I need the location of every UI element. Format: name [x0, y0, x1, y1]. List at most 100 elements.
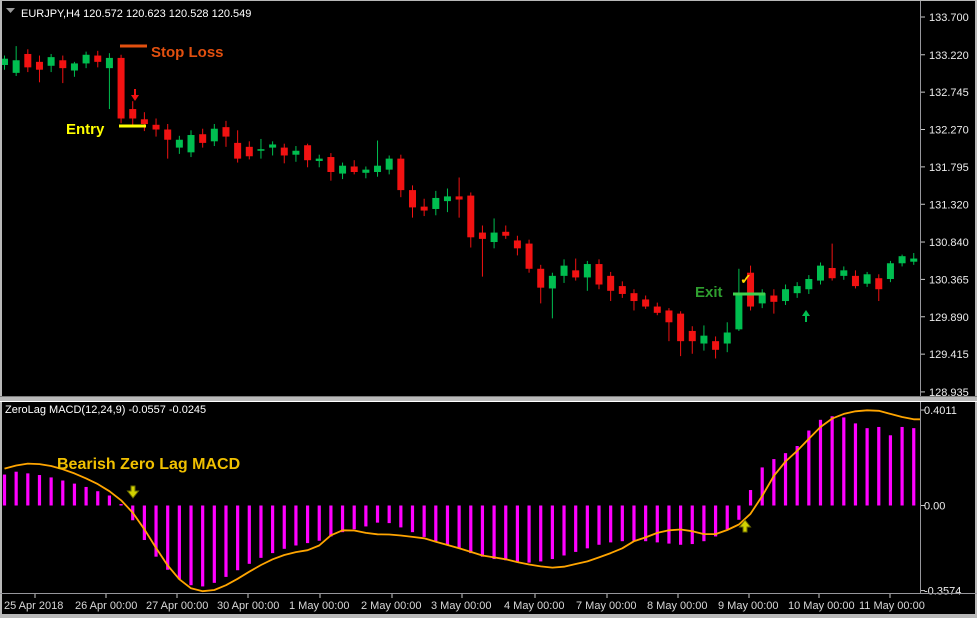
macd-histogram-bar: [760, 467, 764, 506]
candle-body: [315, 158, 323, 161]
macd-histogram-bar: [713, 505, 718, 537]
macd-histogram-bar: [422, 505, 426, 537]
candle-body: [210, 128, 218, 142]
macd-histogram-bar: [865, 428, 869, 506]
candle-body: [595, 264, 603, 285]
time-tick-label: 7 May 00:00: [576, 600, 637, 612]
candle-body: [105, 57, 113, 69]
price-tick-label: 133.700: [929, 12, 969, 24]
macd-histogram-bar: [690, 505, 694, 545]
candle-body: [59, 60, 67, 69]
price-tick-label: 130.840: [929, 237, 969, 249]
macd-histogram-bar: [142, 505, 146, 541]
macd-histogram-bar: [410, 505, 415, 533]
macd-histogram-bar: [212, 505, 216, 583]
indicator-tick-label: 0.00: [924, 501, 945, 513]
candle-body: [490, 232, 498, 243]
macd-histogram-bar: [900, 426, 904, 506]
candle-body: [793, 286, 801, 294]
candle-body: [700, 335, 708, 344]
symbol-dropdown-icon[interactable]: [6, 8, 15, 13]
candle-body: [374, 165, 382, 172]
candle-body: [840, 270, 848, 276]
indicator-chart-area[interactable]: [2, 402, 919, 592]
candle-body: [443, 196, 451, 202]
candle-body: [234, 142, 242, 159]
macd-histogram-bar: [2, 474, 7, 506]
candle-body: [886, 263, 894, 280]
macd-histogram-bar: [154, 505, 158, 557]
macd-histogram-bar: [877, 426, 881, 506]
price-tick-label: 132.270: [929, 125, 969, 137]
indicator-tick-label: 0.4011: [924, 405, 957, 417]
macd-bearish-arrow-icon: [126, 485, 140, 499]
candle-body: [467, 195, 475, 238]
time-tick-label: 10 May 00:00: [788, 600, 855, 612]
time-tick-label: 30 Apr 00:00: [217, 600, 279, 612]
candle-body: [910, 258, 918, 262]
indicator-axis-labels: 0.4011 0.00 -0.3574: [920, 405, 961, 598]
candle-body: [82, 54, 90, 64]
panel-separator[interactable]: [0, 396, 977, 402]
candle-body: [1, 58, 8, 65]
bearish-macd-label[interactable]: Bearish Zero Lag MACD: [57, 456, 240, 473]
stop-loss-label[interactable]: Stop Loss: [151, 44, 224, 61]
macd-histogram-bar: [329, 505, 333, 537]
window-border-left: [0, 0, 2, 618]
candle-body: [24, 53, 32, 68]
exit-label[interactable]: Exit: [695, 284, 723, 301]
candles-layer: [1, 46, 918, 359]
time-tick-label: 9 May 00:00: [718, 600, 779, 612]
candle-body: [735, 295, 743, 330]
time-tick-label: 3 May 00:00: [431, 600, 492, 612]
indicator-tick-label: -0.3574: [924, 586, 961, 598]
candle-body: [397, 158, 405, 191]
candle-body: [642, 299, 650, 307]
candle-body: [339, 165, 347, 174]
macd-histogram-bar: [679, 505, 683, 545]
macd-bullish-arrow-icon: [738, 519, 752, 533]
candle-body: [408, 190, 416, 208]
candle-body: [94, 55, 102, 62]
macd-histogram-bar: [480, 505, 485, 557]
candle-body: [898, 256, 906, 264]
candle-body: [478, 232, 486, 239]
macd-histogram-bar: [539, 505, 543, 562]
macd-histogram-bar: [72, 483, 77, 506]
macd-histogram-bar: [725, 505, 729, 530]
macd-histogram-bar: [340, 505, 345, 533]
macd-histogram-bar: [282, 505, 286, 549]
macd-histogram-bar: [177, 505, 181, 580]
macd-histogram-layer: [2, 416, 916, 587]
macd-histogram-bar: [107, 495, 112, 506]
candle-body: [770, 295, 778, 302]
candle-body: [758, 293, 766, 304]
window-border-top: [0, 0, 977, 1]
candle-body: [816, 265, 824, 281]
candle-body: [12, 60, 20, 73]
macd-histogram-bar: [574, 505, 578, 552]
candle-body: [152, 124, 160, 130]
macd-histogram-bar: [247, 505, 251, 564]
candle-body: [350, 166, 358, 172]
macd-histogram-bar: [795, 446, 799, 506]
macd-histogram-bar: [119, 504, 123, 506]
macd-histogram-bar: [772, 459, 776, 506]
macd-histogram-bar: [783, 453, 788, 506]
time-tick-label: 26 Apr 00:00: [75, 600, 137, 612]
chart-title: EURJPY,H4 120.572 120.623 120.528 120.54…: [21, 8, 251, 20]
candle-body: [782, 289, 790, 302]
macd-histogram-bar: [259, 505, 263, 558]
macd-histogram-bar: [352, 505, 356, 530]
macd-histogram-bar: [201, 505, 205, 587]
macd-histogram-bar: [14, 471, 18, 506]
candle-body: [863, 274, 871, 284]
candle-body: [607, 275, 615, 291]
time-tick-label: 2 May 00:00: [361, 600, 422, 612]
entry-label[interactable]: Entry: [66, 121, 105, 138]
window-border-right: [975, 0, 977, 618]
candle-body: [327, 157, 335, 172]
candle-body: [805, 279, 813, 290]
candle-body: [712, 341, 720, 350]
